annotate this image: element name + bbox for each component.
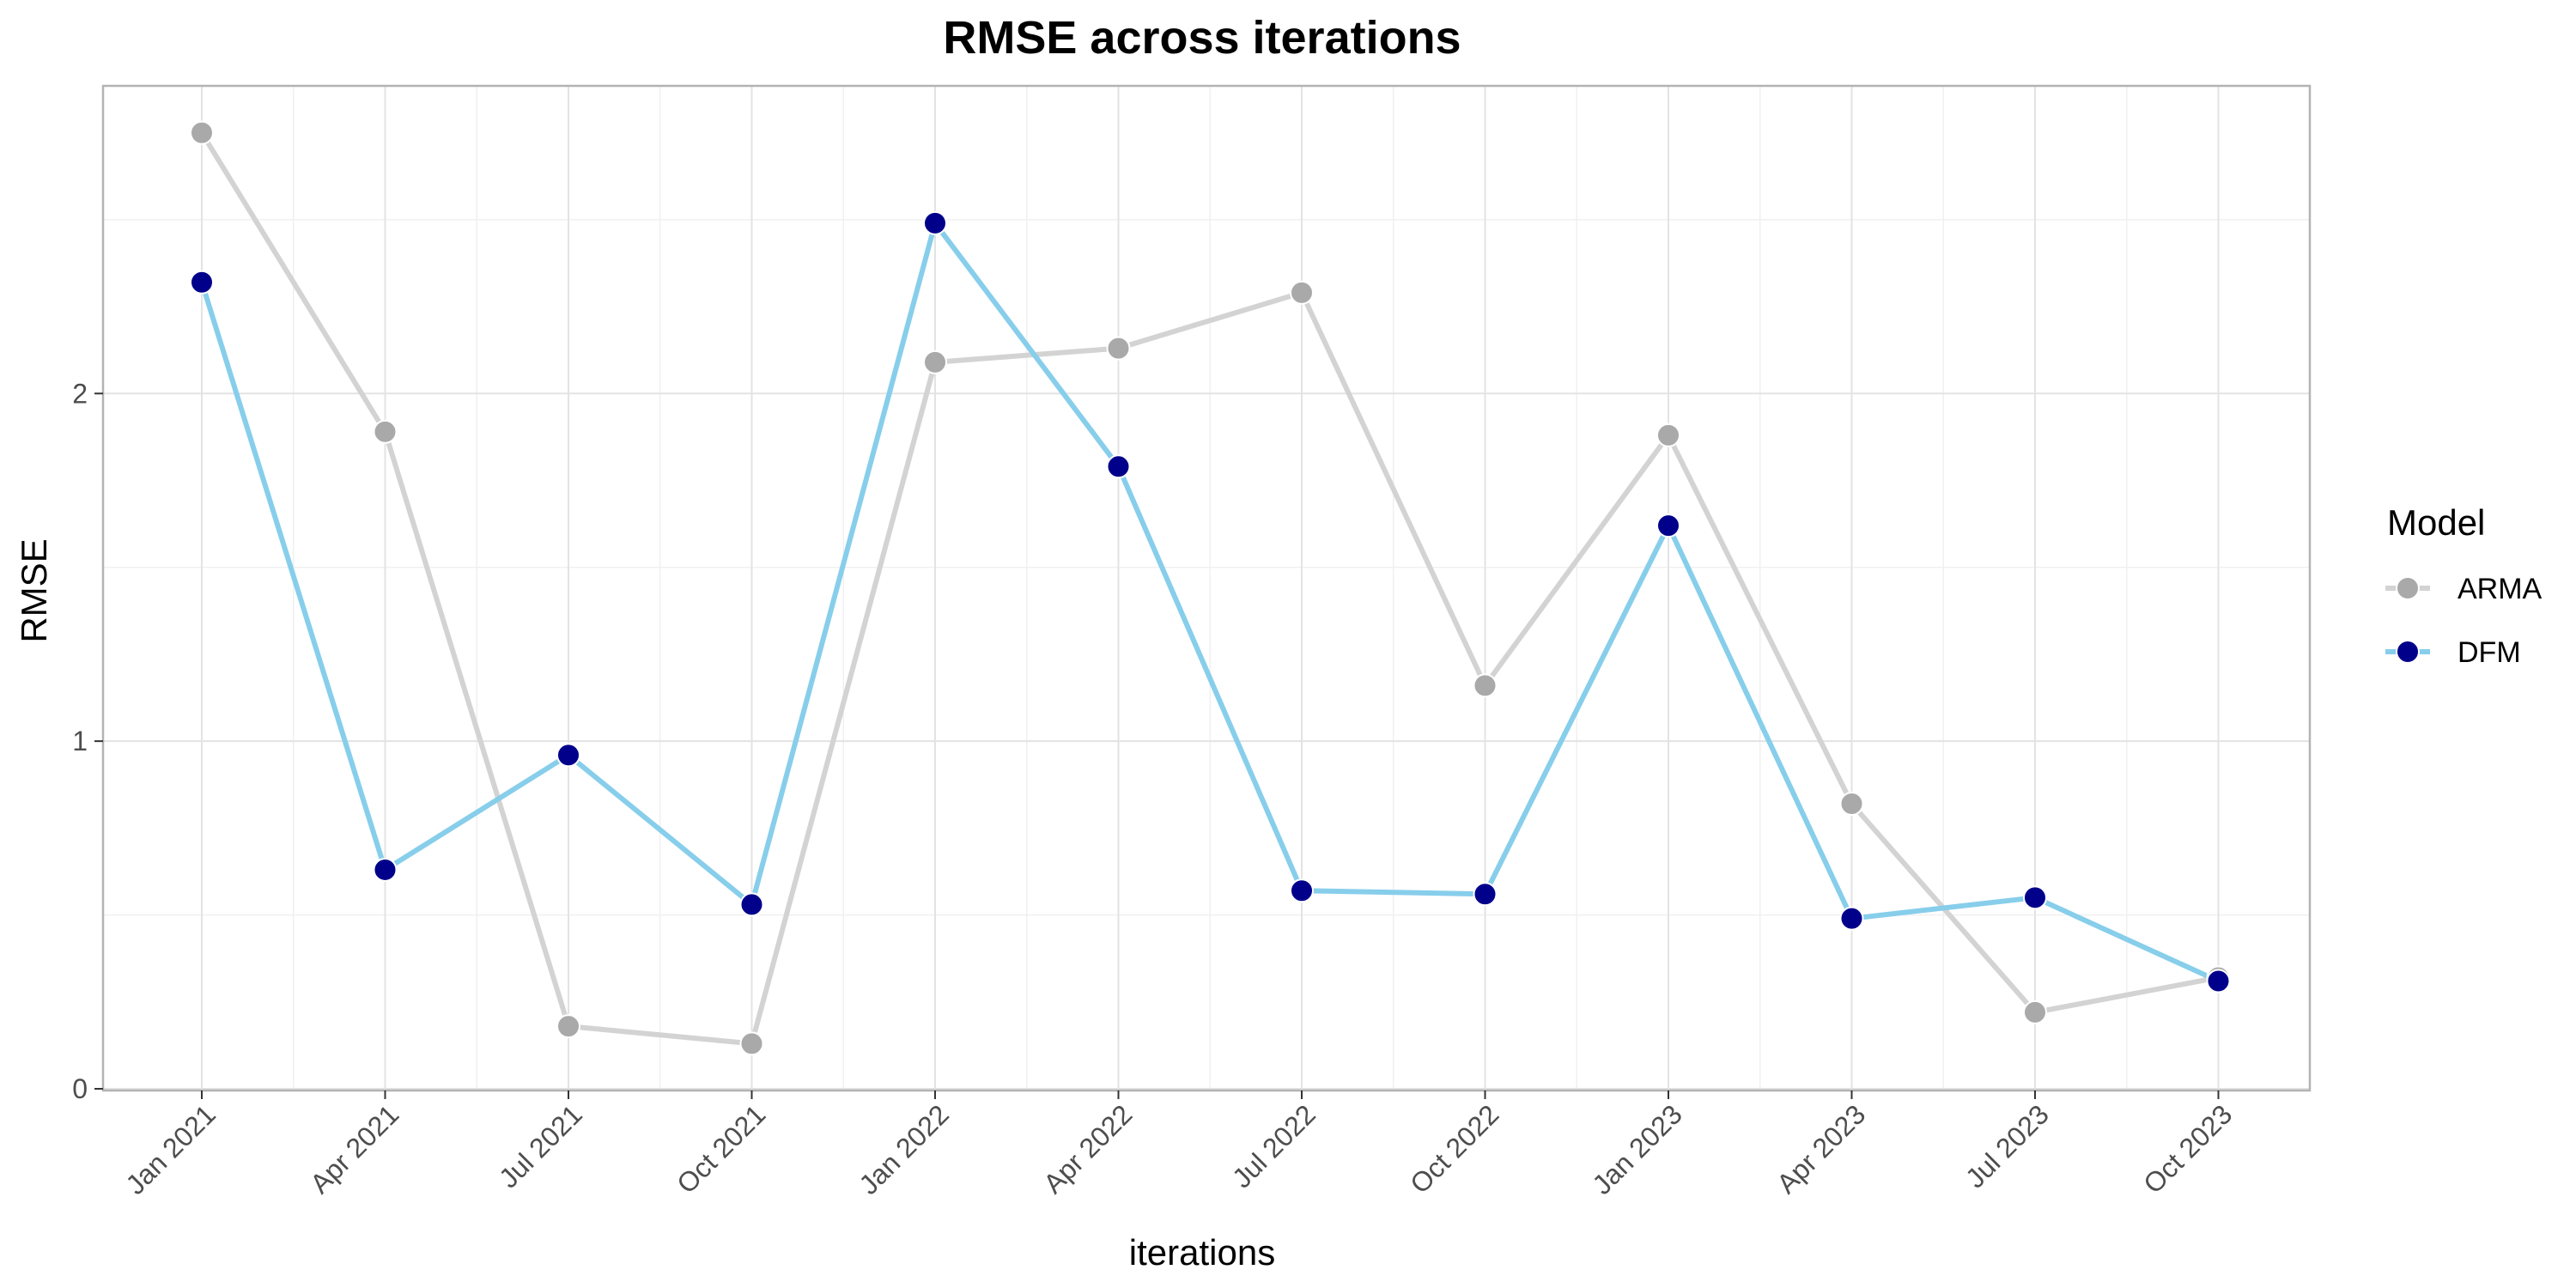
series-line-dfm <box>199 220 2221 984</box>
data-point-dfm <box>1106 454 1131 479</box>
legend-label-arma: ARMA <box>2458 573 2543 605</box>
data-point-dfm <box>739 892 764 917</box>
data-point-dfm <box>1839 906 1864 931</box>
data-point-dfm <box>2206 969 2231 993</box>
series-layer <box>190 120 2231 1056</box>
data-point-arma <box>2023 999 2047 1024</box>
data-point-arma <box>373 419 398 444</box>
legend-title: Model <box>2387 502 2485 543</box>
data-point-dfm <box>923 210 947 235</box>
grid-lines <box>103 86 2310 1091</box>
data-point-dfm <box>373 857 398 882</box>
chart-title: RMSE across iterations <box>943 12 1461 64</box>
data-point-arma <box>1473 673 1498 698</box>
y-axis-title: RMSE <box>14 538 54 642</box>
data-point-dfm <box>2023 885 2047 910</box>
data-point-dfm <box>1473 882 1498 907</box>
plot-panel-border <box>101 84 2312 1092</box>
data-point-arma <box>1839 792 1864 817</box>
data-point-arma <box>556 1014 580 1039</box>
data-point-arma <box>190 120 214 145</box>
legend-key-point-arma <box>2396 576 2420 600</box>
data-point-dfm <box>1656 513 1680 538</box>
y-tick-label: 0 <box>72 1073 88 1104</box>
y-tick-label: 2 <box>72 378 88 409</box>
data-point-dfm <box>190 270 214 295</box>
x-axis-title: iterations <box>1129 1232 1275 1273</box>
series-line-arma <box>199 130 2221 1047</box>
legend-key-point-dfm <box>2396 640 2420 664</box>
data-point-arma <box>1290 280 1314 305</box>
data-point-dfm <box>556 743 580 768</box>
y-tick-label: 1 <box>72 726 88 756</box>
data-point-arma <box>1106 336 1131 361</box>
data-point-arma <box>923 349 947 374</box>
legend: Model ARMA DFM <box>2385 502 2543 669</box>
data-point-dfm <box>1290 878 1314 903</box>
data-point-arma <box>739 1031 764 1056</box>
legend-label-dfm: DFM <box>2458 636 2521 669</box>
data-point-arma <box>1656 422 1680 447</box>
